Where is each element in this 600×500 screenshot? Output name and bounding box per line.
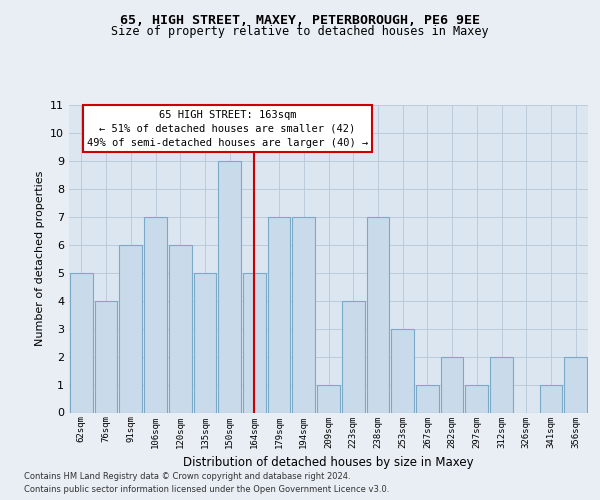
Bar <box>317 384 340 412</box>
Text: 65 HIGH STREET: 163sqm
← 51% of detached houses are smaller (42)
49% of semi-det: 65 HIGH STREET: 163sqm ← 51% of detached… <box>86 110 368 148</box>
Text: Size of property relative to detached houses in Maxey: Size of property relative to detached ho… <box>111 25 489 38</box>
Bar <box>169 245 191 412</box>
Bar <box>391 328 414 412</box>
Text: Contains public sector information licensed under the Open Government Licence v3: Contains public sector information licen… <box>24 485 389 494</box>
Bar <box>416 384 439 412</box>
Bar <box>144 217 167 412</box>
Bar <box>367 217 389 412</box>
Bar <box>243 272 266 412</box>
Bar <box>441 356 463 412</box>
Bar <box>119 245 142 412</box>
Bar <box>342 300 365 412</box>
Bar <box>490 356 513 412</box>
Bar <box>95 300 118 412</box>
Bar <box>194 272 216 412</box>
X-axis label: Distribution of detached houses by size in Maxey: Distribution of detached houses by size … <box>183 456 474 469</box>
Text: 65, HIGH STREET, MAXEY, PETERBOROUGH, PE6 9EE: 65, HIGH STREET, MAXEY, PETERBOROUGH, PE… <box>120 14 480 27</box>
Bar <box>292 217 315 412</box>
Bar <box>564 356 587 412</box>
Bar <box>70 272 93 412</box>
Bar <box>268 217 290 412</box>
Bar <box>466 384 488 412</box>
Y-axis label: Number of detached properties: Number of detached properties <box>35 171 44 346</box>
Bar <box>218 161 241 412</box>
Text: Contains HM Land Registry data © Crown copyright and database right 2024.: Contains HM Land Registry data © Crown c… <box>24 472 350 481</box>
Bar <box>539 384 562 412</box>
